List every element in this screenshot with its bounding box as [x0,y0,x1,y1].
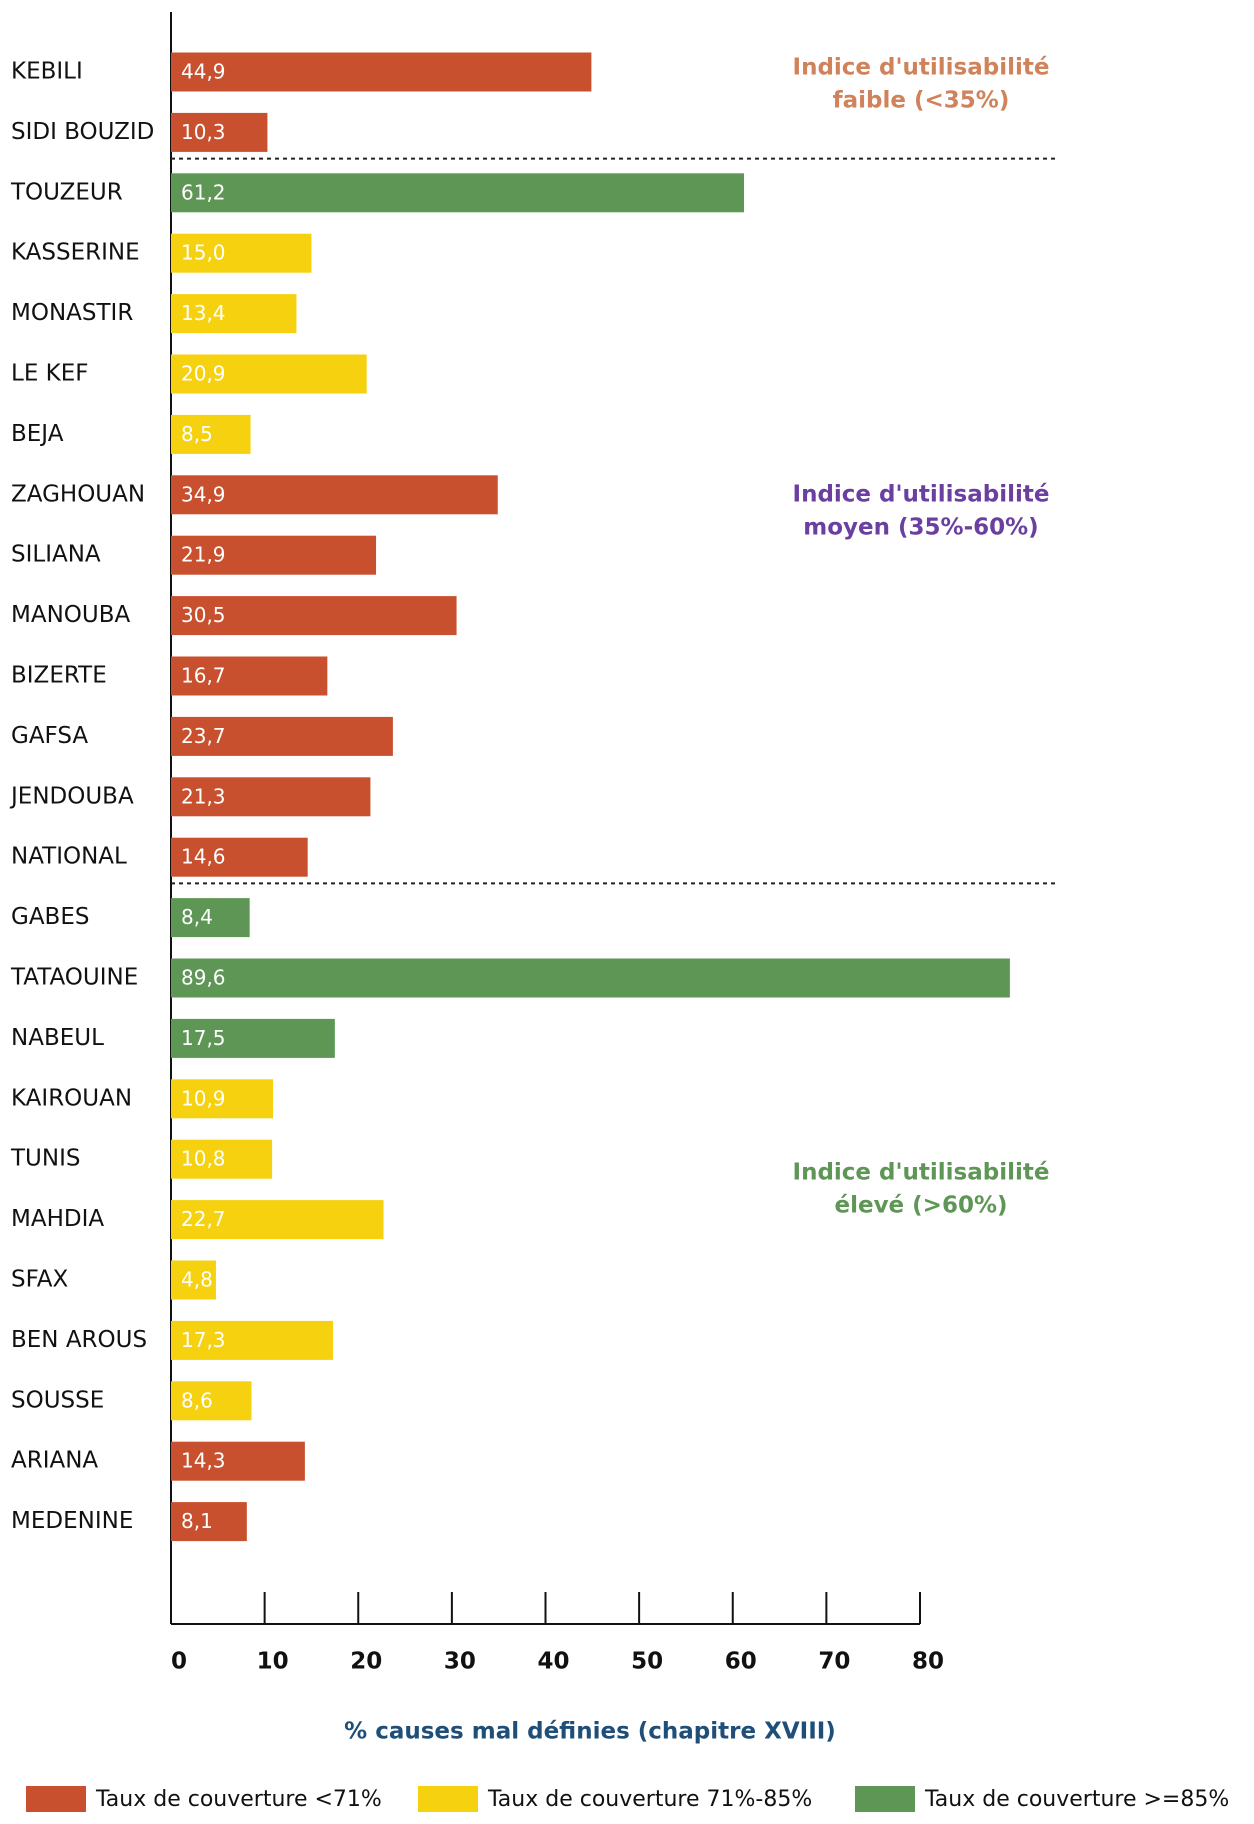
bar [171,1502,247,1542]
category-label: TUNIS [10,1146,80,1172]
value-label: 8,6 [181,1388,213,1412]
category-label: ZAGHOUAN [11,481,145,507]
category-label: NABEUL [11,1025,104,1051]
bar [171,535,377,575]
value-label: 16,7 [181,664,226,688]
bar [171,837,308,877]
bar [171,1260,216,1300]
value-label: 10,8 [181,1147,226,1171]
category-label: SOUSSE [11,1387,104,1413]
x-tick-label: 0 [171,1649,187,1675]
value-label: 21,9 [181,543,226,567]
category-label: TOUZEUR [10,179,123,205]
category-label: BEN AROUS [11,1327,147,1353]
bar [171,112,268,152]
bar [171,173,744,213]
x-tick-label: 80 [912,1649,944,1675]
x-tick-label: 70 [818,1649,850,1675]
value-label: 44,9 [181,60,226,84]
legend-swatch [418,1786,478,1812]
category-label: SFAX [11,1267,68,1293]
category-label: KASSERINE [11,240,140,266]
category-label: TATAOUINE [10,965,138,991]
value-label: 89,6 [181,966,226,990]
category-label: SILIANA [11,542,101,568]
bar [171,233,312,273]
value-label: 22,7 [181,1207,226,1231]
value-label: 21,3 [181,784,226,808]
annotation: élevé (>60%) [834,1193,1007,1219]
category-label: MEDENINE [11,1508,133,1534]
bar [171,414,251,454]
category-label: SIDI BOUZID [11,119,154,145]
category-label: BIZERTE [11,663,107,689]
value-label: 34,9 [181,482,226,506]
annotation: moyen (35%-60%) [803,515,1038,541]
value-label: 14,3 [181,1449,226,1473]
legend-label: Taux de couverture <71% [95,1787,382,1812]
category-label: NATIONAL [11,844,127,870]
x-axis-title: % causes mal définies (chapitre XVIII) [344,1719,836,1745]
x-tick-label: 10 [257,1649,289,1675]
bar [171,354,367,394]
category-label: KEBILI [11,59,83,85]
annotation: Indice d'utilisabilité [793,55,1050,81]
bar [171,596,457,636]
x-tick-label: 20 [350,1649,382,1675]
value-label: 20,9 [181,362,226,386]
category-label: GABES [11,904,89,930]
bar [171,294,297,334]
bar [171,1079,274,1119]
value-label: 15,0 [181,241,226,265]
category-label: BEJA [11,421,64,447]
legend-label: Taux de couverture 71%-85% [487,1787,812,1812]
bar [171,1320,333,1360]
value-label: 8,5 [181,422,213,446]
value-label: 10,9 [181,1086,226,1110]
annotation: Indice d'utilisabilité [793,1160,1050,1186]
bar [171,716,393,756]
value-label: 4,8 [181,1268,213,1292]
annotation: faible (<35%) [833,88,1010,114]
value-label: 13,4 [181,301,226,325]
category-label: MANOUBA [11,602,131,628]
value-label: 23,7 [181,724,226,748]
x-tick-label: 40 [537,1649,569,1675]
bar [171,1139,273,1179]
value-label: 17,3 [181,1328,226,1352]
category-label: MONASTIR [11,300,133,326]
value-label: 61,2 [181,180,226,204]
category-label: KAIROUAN [11,1085,132,1111]
x-tick-label: 30 [444,1649,476,1675]
bar [171,1441,305,1481]
value-label: 8,1 [181,1509,213,1533]
bar [171,898,250,938]
category-label: ARIANA [11,1448,98,1474]
bar [171,475,498,515]
x-tick-label: 60 [725,1649,757,1675]
bar [171,958,1010,998]
bar [171,52,592,92]
category-label: LE KEF [11,361,89,387]
annotation: Indice d'utilisabilité [793,482,1050,508]
legend-swatch [855,1786,915,1812]
category-label: MAHDIA [11,1206,104,1232]
category-label: JENDOUBA [9,783,134,809]
value-label: 17,5 [181,1026,226,1050]
value-label: 10,3 [181,120,226,144]
value-label: 30,5 [181,603,226,627]
category-label: GAFSA [11,723,88,749]
value-label: 14,6 [181,845,226,869]
legend-swatch [26,1786,86,1812]
bar [171,656,328,696]
value-label: 8,4 [181,905,213,929]
x-tick-label: 50 [631,1649,663,1675]
legend-label: Taux de couverture >=85% [924,1787,1229,1812]
bar [171,1018,335,1058]
bar [171,1381,252,1421]
bar [171,777,371,817]
bar [171,1200,384,1240]
